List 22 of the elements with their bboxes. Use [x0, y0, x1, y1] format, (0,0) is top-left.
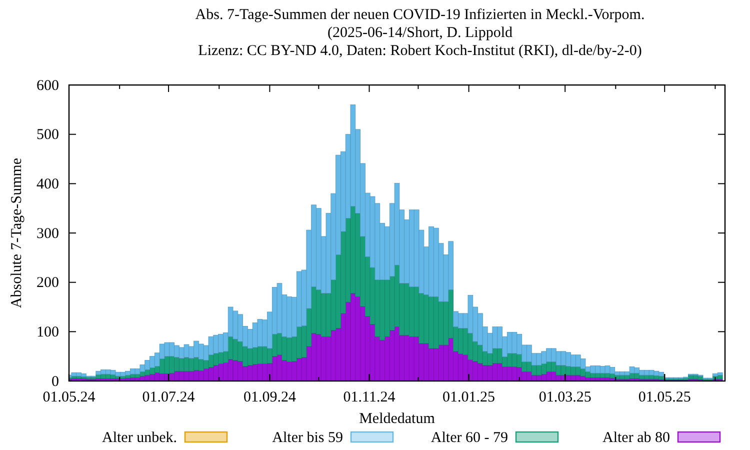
x-tick-label: 01.01.25	[442, 390, 496, 406]
x-tick-label: 01.05.25	[638, 390, 691, 406]
legend-label: Alter unbek.	[102, 430, 177, 446]
x-tick-label: 01.03.25	[538, 390, 592, 406]
legend-label: Alter bis 59	[272, 430, 343, 446]
y-tick-label: 400	[36, 176, 59, 192]
y-tick-label: 200	[36, 275, 59, 292]
y-tick-label: 0	[52, 374, 59, 390]
x-tick-label: 01.09.24	[243, 390, 296, 406]
x-axis-title: Meldedatum	[359, 411, 436, 427]
legend-label: Alter 60 - 79	[430, 430, 508, 446]
chart-title: Abs. 7-Tage-Summen der neuen COVID-19 Infizierten in Meckl.-Vorpom.	[195, 7, 645, 23]
x-tick-label: 01.11.24	[343, 390, 396, 406]
x-tick-label: 01.05.24	[42, 390, 96, 406]
y-tick-label: 300	[36, 226, 59, 242]
chart-subtitle: (2025-06-14/Short, D. Lippold Lizenz: CC BY-ND 4.0, Daten: Robert Koch-Institut (RKI), dl-de/by-2-0)	[198, 25, 642, 59]
y-tick-label: 100	[36, 324, 59, 340]
x-tick-label: 01.07.24	[142, 390, 196, 406]
y-tick-label: 500	[36, 127, 59, 144]
y-tick-label: 600	[36, 78, 59, 94]
legend-label: Alter ab 80	[602, 430, 670, 446]
y-axis-title: Absolute 7-Tage-Summe	[9, 158, 25, 308]
